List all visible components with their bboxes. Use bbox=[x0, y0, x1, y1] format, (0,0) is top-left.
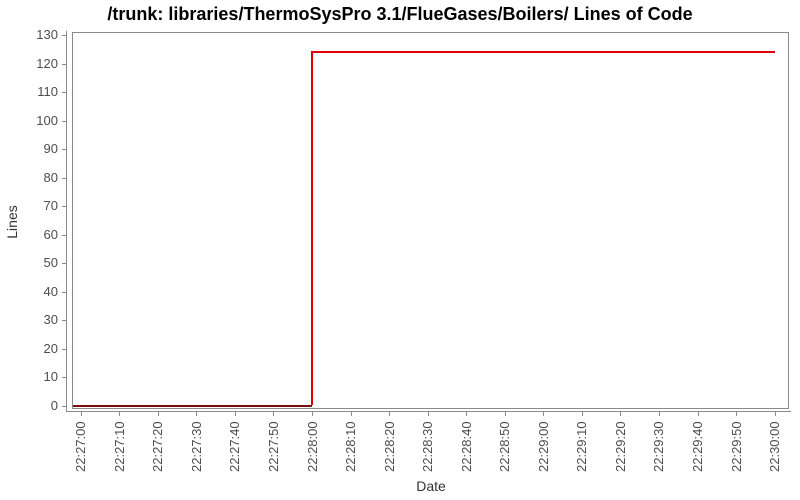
y-tick-mark bbox=[62, 178, 66, 179]
series-line-segment bbox=[312, 51, 775, 53]
y-tick-mark bbox=[62, 121, 66, 122]
y-tick-label: 10 bbox=[43, 369, 58, 384]
x-tick-label: 22:29:30 bbox=[651, 421, 667, 472]
x-tick-mark bbox=[196, 412, 197, 416]
y-tick-label: 80 bbox=[43, 170, 58, 185]
y-tick-mark bbox=[62, 64, 66, 65]
x-tick-label: 22:28:20 bbox=[381, 421, 397, 472]
y-tick-label: 20 bbox=[43, 341, 58, 356]
x-tick-label: 22:27:00 bbox=[73, 421, 89, 472]
x-tick-label: 22:28:30 bbox=[420, 421, 436, 472]
x-tick-label: 22:27:10 bbox=[111, 421, 127, 472]
x-tick-mark bbox=[81, 412, 82, 416]
y-tick-label: 50 bbox=[43, 255, 58, 270]
x-tick-label: 22:29:10 bbox=[574, 421, 590, 472]
series-line-segment bbox=[73, 405, 312, 407]
x-tick-label: 22:28:00 bbox=[304, 421, 320, 472]
x-tick-mark bbox=[505, 412, 506, 416]
x-tick-mark bbox=[543, 412, 544, 416]
y-tick-mark bbox=[62, 320, 66, 321]
chart-title: /trunk: libraries/ThermoSysPro 3.1/FlueG… bbox=[107, 4, 693, 24]
x-tick-mark bbox=[312, 412, 313, 416]
x-tick-mark bbox=[351, 412, 352, 416]
y-tick-label: 90 bbox=[43, 141, 58, 156]
x-tick-label: 22:27:20 bbox=[150, 421, 166, 472]
x-tick-mark bbox=[736, 412, 737, 416]
x-tick-mark bbox=[698, 412, 699, 416]
x-tick-mark bbox=[158, 412, 159, 416]
y-axis-title: Lines bbox=[4, 205, 20, 239]
x-tick-label: 22:28:10 bbox=[343, 421, 359, 472]
x-tick-mark bbox=[389, 412, 390, 416]
x-tick-mark bbox=[775, 412, 776, 416]
x-axis-line bbox=[66, 411, 791, 412]
x-tick-label: 22:30:00 bbox=[767, 421, 783, 472]
y-tick-label: 0 bbox=[50, 398, 58, 413]
x-tick-label: 22:28:50 bbox=[497, 421, 513, 472]
x-tick-label: 22:27:40 bbox=[227, 421, 243, 472]
x-tick-label: 22:28:40 bbox=[458, 421, 474, 472]
x-tick-mark bbox=[119, 412, 120, 416]
y-tick-mark bbox=[62, 235, 66, 236]
x-tick-mark bbox=[235, 412, 236, 416]
y-tick-label: 100 bbox=[36, 113, 58, 128]
y-tick-mark bbox=[62, 35, 66, 36]
x-tick-mark bbox=[428, 412, 429, 416]
series-line-segment bbox=[311, 51, 313, 405]
plot-area bbox=[72, 32, 789, 409]
y-tick-label: 120 bbox=[36, 56, 58, 71]
y-tick-mark bbox=[62, 349, 66, 350]
x-tick-mark bbox=[659, 412, 660, 416]
y-tick-mark bbox=[62, 292, 66, 293]
y-axis-line bbox=[66, 31, 67, 412]
x-tick-label: 22:29:20 bbox=[612, 421, 628, 472]
x-axis-title: Date bbox=[416, 478, 446, 494]
x-tick-mark bbox=[273, 412, 274, 416]
x-tick-mark bbox=[582, 412, 583, 416]
x-tick-label: 22:27:30 bbox=[188, 421, 204, 472]
y-tick-label: 130 bbox=[36, 27, 58, 42]
y-tick-label: 60 bbox=[43, 227, 58, 242]
y-tick-label: 110 bbox=[37, 84, 58, 99]
x-tick-mark bbox=[466, 412, 467, 416]
x-tick-label: 22:29:40 bbox=[690, 421, 705, 472]
y-tick-mark bbox=[62, 206, 66, 207]
x-tick-label: 22:27:50 bbox=[265, 421, 281, 472]
x-tick-label: 22:29:50 bbox=[728, 421, 744, 472]
y-tick-label: 70 bbox=[43, 198, 58, 213]
y-tick-mark bbox=[62, 92, 66, 93]
x-tick-mark bbox=[620, 412, 621, 416]
x-tick-label: 22:29:00 bbox=[535, 421, 551, 472]
y-tick-label: 40 bbox=[43, 284, 58, 299]
y-tick-label: 30 bbox=[43, 312, 58, 327]
y-tick-mark bbox=[62, 263, 66, 264]
y-tick-mark bbox=[62, 406, 66, 407]
y-tick-mark bbox=[62, 149, 66, 150]
y-tick-mark bbox=[62, 377, 66, 378]
